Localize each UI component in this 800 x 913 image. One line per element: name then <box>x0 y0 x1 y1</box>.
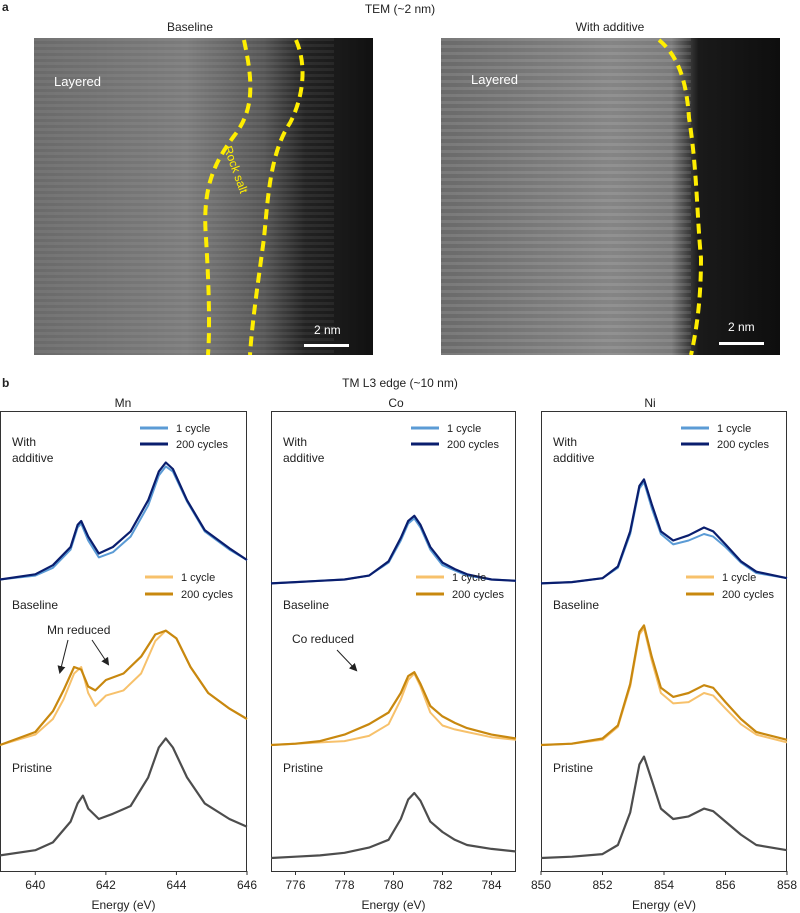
scale-bar-baseline <box>304 344 349 347</box>
series-mn-baseline-200-cycles <box>0 629 248 747</box>
panel-b-title: TM L3 edge (~10 nm) <box>342 376 458 390</box>
scale-label-baseline: 2 nm <box>314 323 341 337</box>
ni-title: Ni <box>644 396 656 410</box>
x-axis-label: Energy (eV) <box>632 898 696 912</box>
series-mn-pristine-pristine <box>0 737 248 857</box>
interface-line-additive <box>657 38 704 355</box>
x-tick-label: 646 <box>237 878 257 892</box>
x-tick-label: 852 <box>592 878 612 892</box>
interface-line-right <box>248 39 305 355</box>
x-tick-label: 782 <box>432 878 452 892</box>
legend-label-1-cycle: 1 cycle <box>447 423 481 435</box>
arrow-co-reduced <box>336 649 358 672</box>
mn-plot-frame <box>0 411 247 872</box>
group-label-with-additive-line2: additive <box>283 451 325 465</box>
group-label-pristine: Pristine <box>283 761 323 775</box>
x-tick-label: 850 <box>531 878 551 892</box>
legend-label-1-cycle: 1 cycle <box>717 423 751 435</box>
group-label-baseline: Baseline <box>12 598 58 612</box>
legend-label-1-cycle: 1 cycle <box>452 572 486 584</box>
x-tick-label: 778 <box>334 878 354 892</box>
tem-baseline-fringes <box>34 38 334 355</box>
co-title: Co <box>388 396 404 410</box>
series-mn-with-additive-200-cycles <box>0 461 248 581</box>
series-co-baseline-200-cycles <box>270 671 517 747</box>
arrow-mn-reduced-2 <box>91 639 110 666</box>
panel-a-title: TEM (~2 nm) <box>364 2 436 16</box>
tem-image-additive: Layered 2 nm <box>441 38 780 355</box>
legend-label-200-cycles: 200 cycles <box>452 589 504 601</box>
x-tick-label: 784 <box>481 878 501 892</box>
x-tick-label: 776 <box>285 878 305 892</box>
series-ni-with-additive-200-cycles <box>540 478 788 585</box>
legend-label-1-cycle: 1 cycle <box>722 572 756 584</box>
x-tick-label: 642 <box>96 878 116 892</box>
x-tick-label: 854 <box>654 878 674 892</box>
annotation-co-reduced: Co reduced <box>292 632 354 646</box>
x-tick-label: 856 <box>715 878 735 892</box>
ni-plot-frame <box>541 411 787 872</box>
x-tick-label: 780 <box>383 878 403 892</box>
x-axis-label: Energy (eV) <box>91 898 155 912</box>
group-label-with-additive-line2: additive <box>12 451 54 465</box>
scale-label-additive: 2 nm <box>728 320 755 334</box>
panel-a-letter: a <box>2 0 9 14</box>
series-ni-baseline-200-cycles <box>540 624 788 747</box>
tem-image-baseline: Layered Rock salt 2 nm <box>34 38 373 355</box>
tem-baseline-title: Baseline <box>166 20 214 34</box>
group-label-pristine: Pristine <box>553 761 593 775</box>
series-co-pristine-pristine <box>270 791 517 860</box>
legend-label-200-cycles: 200 cycles <box>176 439 228 451</box>
tem-additive-title: With additive <box>575 20 645 34</box>
group-label-pristine: Pristine <box>12 761 52 775</box>
legend-label-1-cycle: 1 cycle <box>181 572 215 584</box>
tem-additive-fringes <box>441 38 691 355</box>
legend-label-200-cycles: 200 cycles <box>181 589 233 601</box>
series-mn-with-additive-1-cycle <box>0 465 248 581</box>
group-label-with-additive: With <box>283 435 307 449</box>
tem-additive-canvas <box>441 38 780 355</box>
panel-b-letter: b <box>2 376 10 390</box>
tem-baseline-canvas <box>34 38 373 355</box>
scale-bar-additive <box>719 342 764 345</box>
group-label-with-additive: With <box>12 435 36 449</box>
legend-label-200-cycles: 200 cycles <box>717 439 769 451</box>
series-ni-pristine-pristine <box>540 755 788 860</box>
group-label-with-additive-line2: additive <box>553 451 595 465</box>
series-mn-baseline-1-cycle <box>0 629 248 746</box>
legend-label-200-cycles: 200 cycles <box>722 589 774 601</box>
interface-line-left <box>203 39 253 355</box>
layered-label-additive: Layered <box>471 72 518 87</box>
annotation-mn-reduced: Mn reduced <box>47 623 110 637</box>
group-label-with-additive: With <box>553 435 577 449</box>
layered-label-baseline: Layered <box>54 74 101 89</box>
x-tick-label: 644 <box>166 878 186 892</box>
x-tick-label: 858 <box>777 878 797 892</box>
series-co-baseline-1-cycle <box>270 672 517 746</box>
legend-label-1-cycle: 1 cycle <box>176 423 210 435</box>
series-co-with-additive-200-cycles <box>270 514 517 585</box>
group-label-baseline: Baseline <box>283 598 329 612</box>
x-axis-label: Energy (eV) <box>361 898 425 912</box>
legend-label-200-cycles: 200 cycles <box>447 439 499 451</box>
mn-title: Mn <box>114 396 132 410</box>
arrow-mn-reduced-1 <box>57 639 69 674</box>
x-tick-label: 640 <box>25 878 45 892</box>
group-label-baseline: Baseline <box>553 598 599 612</box>
